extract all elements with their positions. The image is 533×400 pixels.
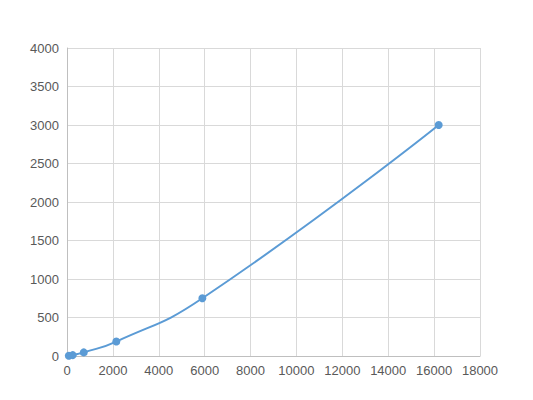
svg-text:500: 500	[37, 310, 59, 325]
svg-text:6000: 6000	[190, 363, 219, 378]
svg-text:0: 0	[63, 363, 70, 378]
svg-text:14000: 14000	[370, 363, 406, 378]
svg-text:18000: 18000	[462, 363, 498, 378]
svg-text:3500: 3500	[30, 79, 59, 94]
svg-text:2000: 2000	[30, 195, 59, 210]
svg-text:2000: 2000	[98, 363, 127, 378]
svg-text:3000: 3000	[30, 118, 59, 133]
svg-text:8000: 8000	[236, 363, 265, 378]
svg-text:1000: 1000	[30, 272, 59, 287]
svg-text:1500: 1500	[30, 233, 59, 248]
svg-text:0: 0	[52, 349, 59, 364]
svg-text:16000: 16000	[416, 363, 452, 378]
svg-text:10000: 10000	[278, 363, 314, 378]
svg-text:4000: 4000	[30, 41, 59, 56]
svg-text:4000: 4000	[144, 363, 173, 378]
svg-text:2500: 2500	[30, 156, 59, 171]
svg-text:12000: 12000	[324, 363, 360, 378]
